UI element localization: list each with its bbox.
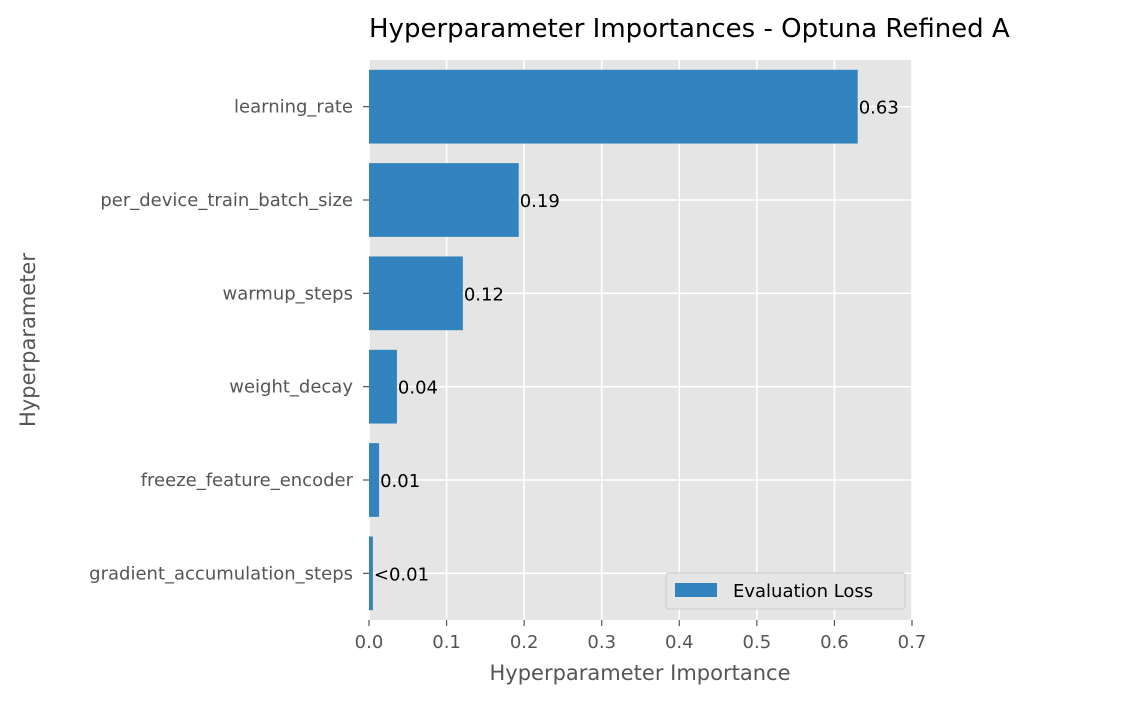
legend-entry-evaluation-loss: Evaluation Loss	[733, 581, 873, 602]
x-tick-label-5: 0.5	[743, 632, 772, 653]
bar-warmup-steps	[369, 256, 463, 331]
y-tick-label-gradient-accumulation-steps: gradient_accumulation_steps	[89, 563, 353, 584]
x-tick-label-3: 0.3	[587, 632, 616, 653]
x-tick-labels: 0.0 0.1 0.2 0.3 0.4 0.5 0.6 0.7	[355, 620, 927, 653]
bars	[369, 69, 858, 611]
y-tick-label-per-device-train-batch-size: per_device_train_batch_size	[100, 190, 353, 211]
x-tick-label-7: 0.7	[898, 632, 927, 653]
bar-weight-decay	[369, 349, 397, 424]
legend: Evaluation Loss	[665, 572, 906, 610]
value-label-freeze-feature-encoder: 0.01	[380, 471, 420, 492]
value-label-per-device-train-batch-size: 0.19	[520, 191, 560, 212]
x-axis-label: Hyperparameter Importance	[490, 661, 791, 685]
legend-box	[665, 572, 906, 610]
bar-learning-rate	[369, 69, 858, 144]
value-label-gradient-accumulation-steps: <0.01	[374, 564, 429, 585]
x-tick-label-0: 0.0	[355, 632, 384, 653]
y-tick-labels: learning_rate per_device_train_batch_size…	[89, 97, 369, 584]
y-tick-label-learning-rate: learning_rate	[234, 97, 353, 118]
bar-freeze-feature-encoder	[369, 443, 380, 517]
x-tick-label-6: 0.6	[820, 632, 849, 653]
value-label-warmup-steps: 0.12	[464, 284, 504, 305]
x-tick-label-1: 0.1	[432, 632, 461, 653]
y-axis-label: Hyperparameter	[16, 253, 40, 427]
value-label-weight-decay: 0.04	[398, 378, 438, 399]
plot-area	[369, 60, 912, 620]
legend-swatch	[675, 583, 717, 597]
y-tick-label-freeze-feature-encoder: freeze_feature_encoder	[141, 470, 354, 491]
y-tick-label-warmup-steps: warmup_steps	[222, 283, 353, 304]
bar-per-device-train-batch-size	[369, 163, 519, 237]
value-label-learning-rate: 0.63	[859, 98, 899, 119]
x-tick-label-2: 0.2	[510, 632, 539, 653]
chart-title: Hyperparameter Importances - Optuna Refi…	[369, 14, 1010, 44]
bar-gradient-accumulation-steps	[369, 536, 373, 611]
x-tick-label-4: 0.4	[665, 632, 694, 653]
value-labels: 0.63 0.19 0.12 0.04 0.01 <0.01	[374, 98, 899, 586]
y-tick-label-weight-decay: weight_decay	[229, 377, 353, 398]
